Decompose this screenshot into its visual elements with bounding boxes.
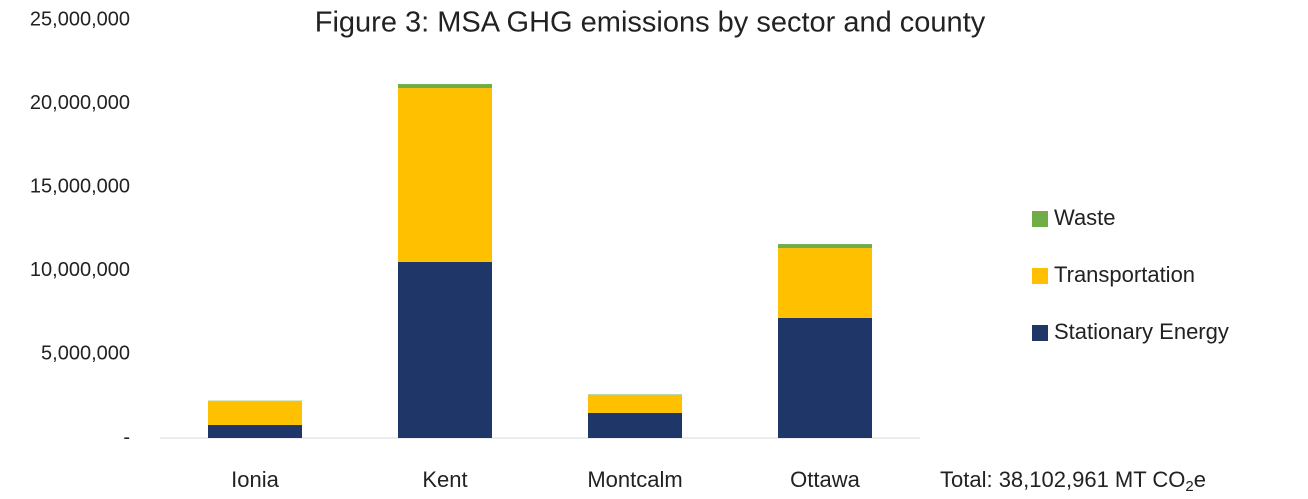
bar-segment — [398, 84, 492, 89]
bar-segment — [208, 401, 302, 425]
annotation-suffix: e — [1194, 467, 1206, 492]
bar-segment — [778, 244, 872, 249]
annotation-subscript: 2 — [1185, 478, 1193, 495]
legend-swatch — [1032, 268, 1048, 284]
legend-swatch — [1032, 211, 1048, 227]
x-tick-label: Ottawa — [790, 467, 860, 492]
x-tick-label: Kent — [422, 467, 467, 492]
legend-swatch — [1032, 325, 1048, 341]
bar-segment — [398, 88, 492, 262]
y-tick-label: 15,000,000 — [30, 175, 130, 197]
y-tick-label: - — [123, 426, 130, 448]
y-tick-label: 25,000,000 — [30, 8, 130, 30]
y-tick-label: 10,000,000 — [30, 259, 130, 281]
annotation-text: Total: 38,102,961 MT CO — [940, 467, 1185, 492]
y-tick-label: 20,000,000 — [30, 92, 130, 114]
bar-segment — [588, 395, 682, 413]
legend-label: Transportation — [1054, 262, 1195, 287]
bar-segment — [588, 412, 682, 438]
bar-segment — [778, 248, 872, 318]
bar-segment — [398, 261, 492, 438]
x-tick-label: Montcalm — [587, 467, 682, 492]
x-tick-label: Ionia — [231, 467, 279, 492]
bar-segment — [208, 424, 302, 438]
legend-label: Stationary Energy — [1054, 319, 1229, 344]
chart-title: Figure 3: MSA GHG emissions by sector an… — [315, 7, 986, 39]
bar-segment — [588, 394, 682, 396]
y-tick-label: 5,000,000 — [41, 343, 130, 365]
bar-segment — [778, 317, 872, 438]
legend-label: Waste — [1054, 205, 1116, 230]
annotation: Total: 38,102,961 MT CO2e — [940, 467, 1206, 495]
